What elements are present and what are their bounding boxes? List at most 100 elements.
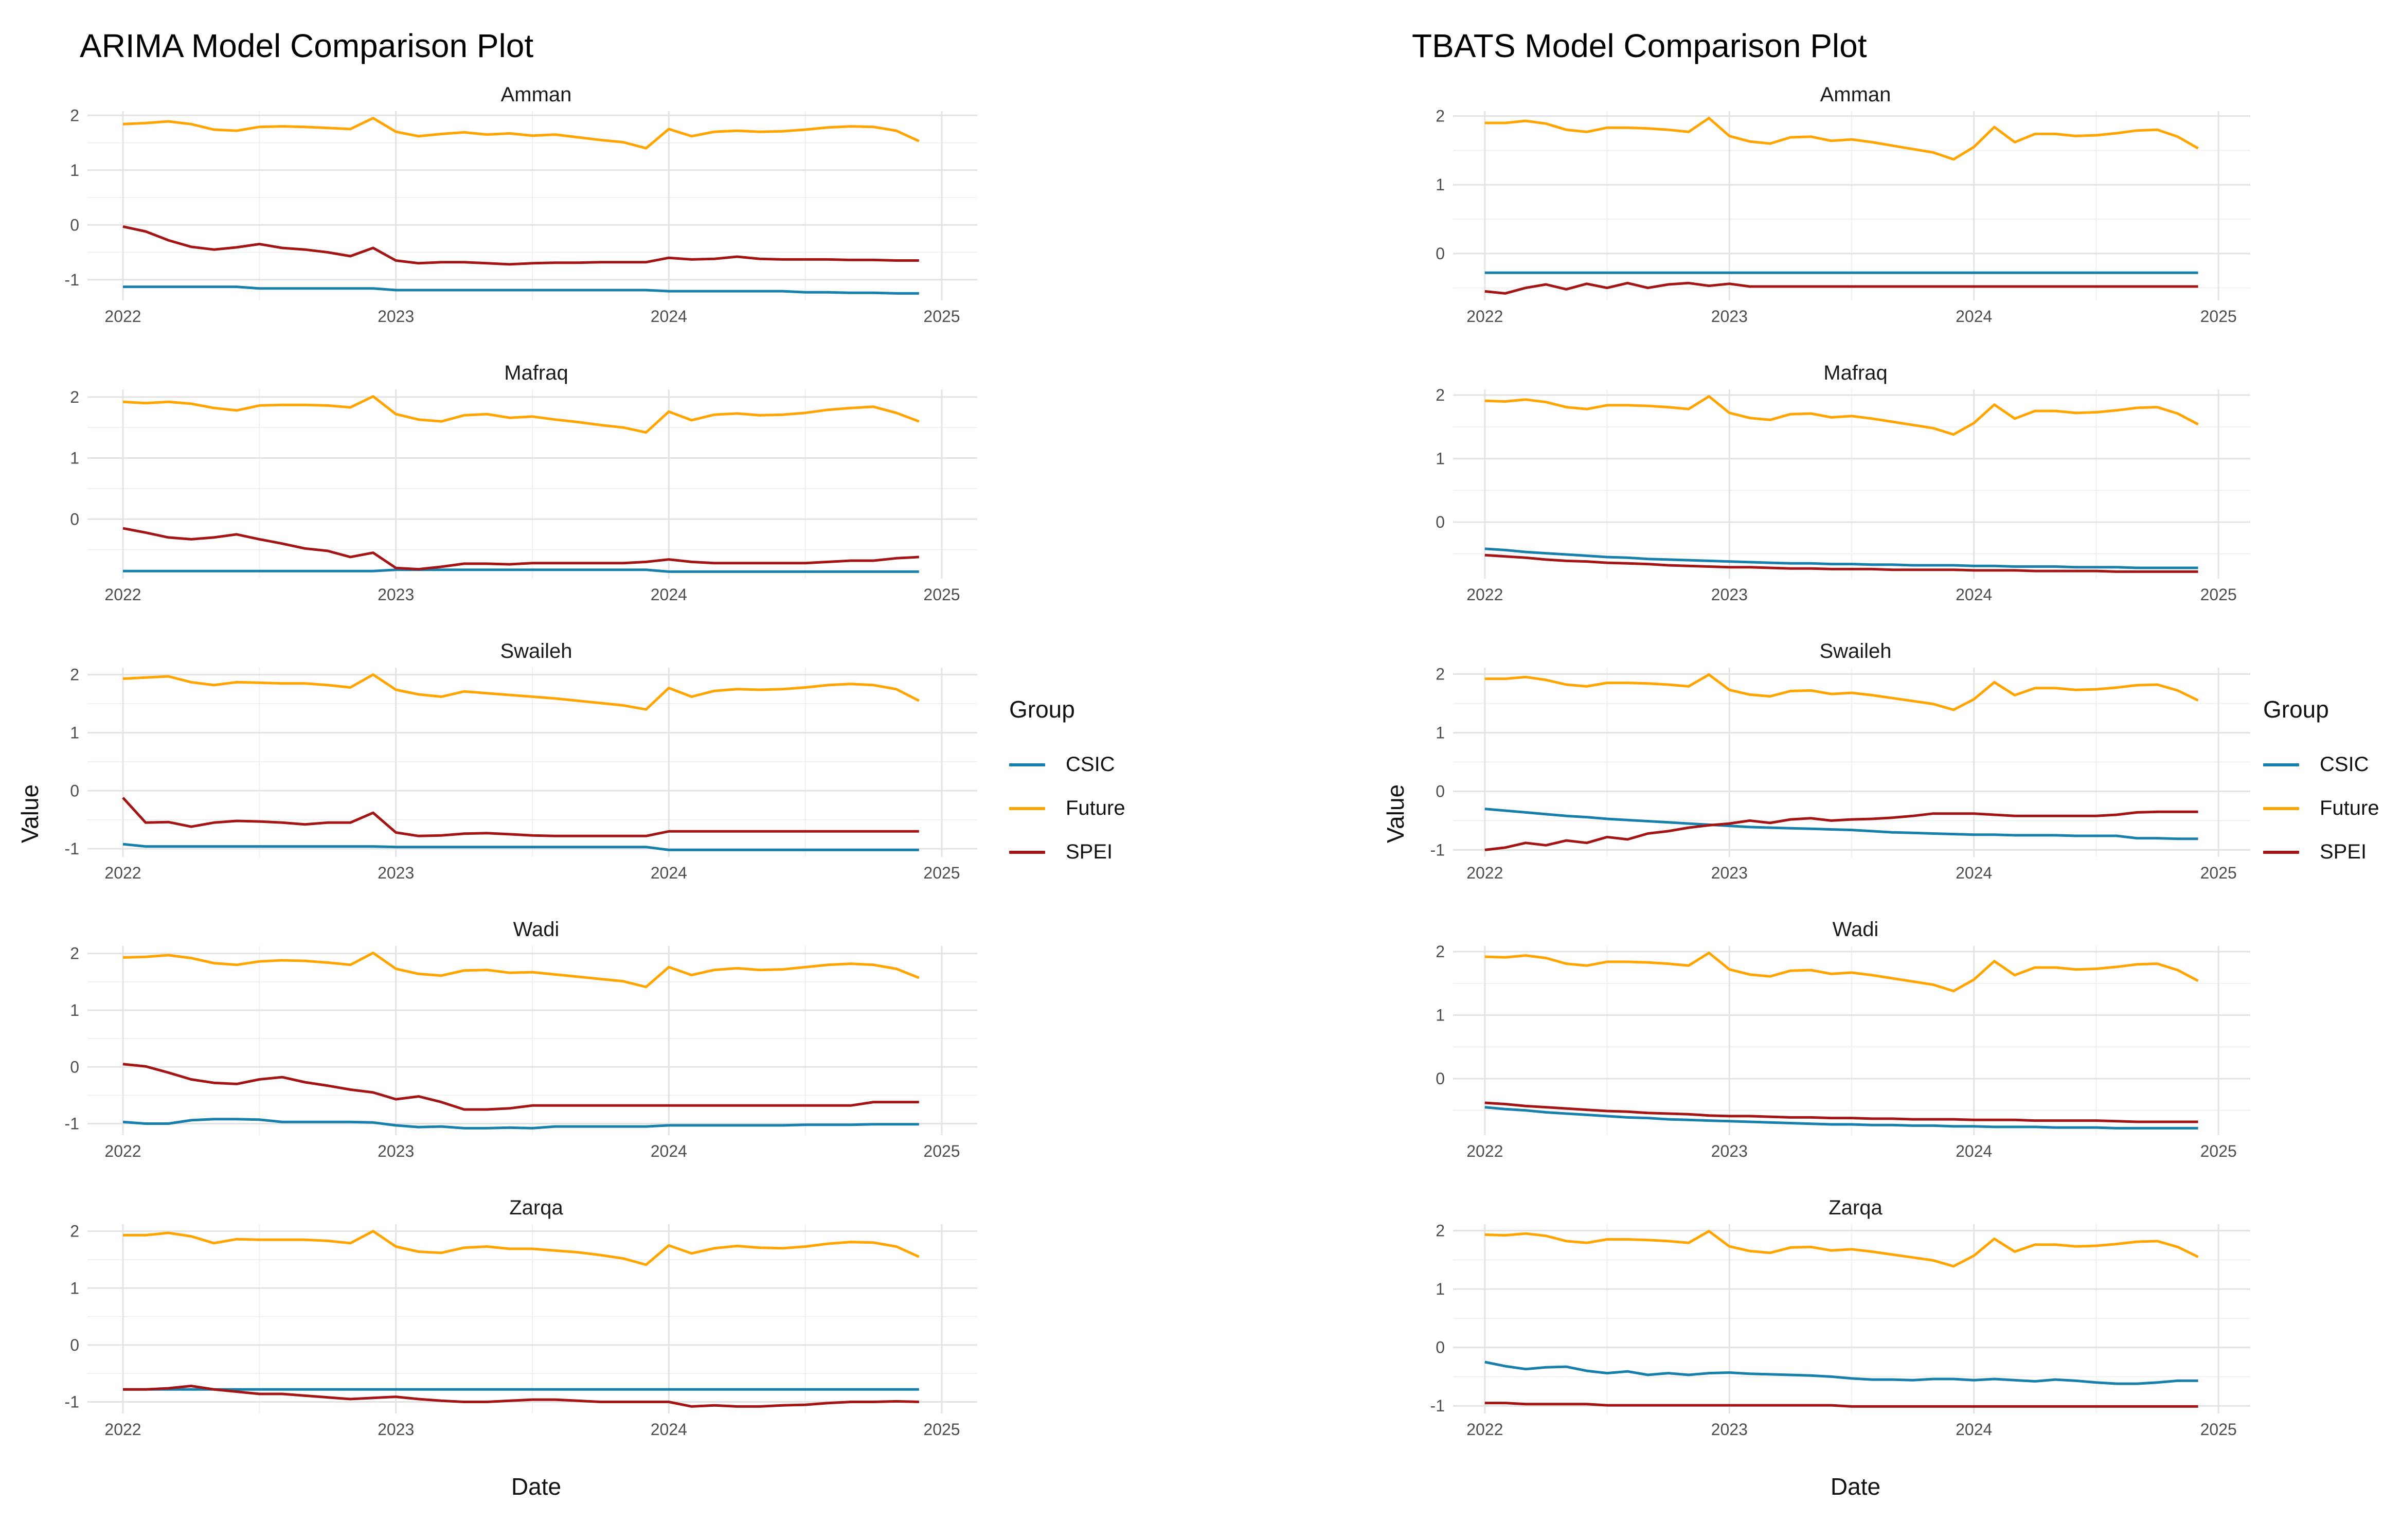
y-tick-label: 0 [1436, 513, 1445, 531]
legend-entry-label: CSIC [1066, 753, 1115, 776]
x-tick-label: 2022 [104, 864, 141, 882]
facet-title: Wadi [1832, 918, 1879, 941]
x-tick-label: 2025 [923, 307, 960, 326]
x-tick-labels: 2022 2023 2024 2025 [104, 1420, 960, 1439]
y-tick-label: 0 [70, 510, 79, 528]
x-tick-label: 2023 [378, 864, 414, 882]
x-tick-label: 2024 [651, 864, 687, 882]
facet-wadi: Wadi 0 1 2 2022 2023 2024 2025 [1409, 916, 2268, 1165]
spei-line-key-icon [1009, 850, 1045, 854]
y-tick-label: 2 [70, 108, 79, 124]
facet-mafraq: Mafraq 0 1 2 2022 2023 2024 2025 [44, 360, 990, 608]
series-line-csic [1484, 1106, 2198, 1130]
x-tick-label: 2025 [923, 1142, 960, 1160]
series-line-spei [122, 1063, 919, 1111]
facet-chart-swaileh: -1 0 1 2 2022 2023 2024 2025 [1430, 665, 2250, 882]
y-tick-label: 1 [1436, 723, 1445, 742]
y-tick-label: 0 [70, 1058, 79, 1076]
legend-entry-label: CSIC [2320, 753, 2369, 776]
x-tick-labels: 2022 2023 2024 2025 [1466, 864, 2237, 882]
x-tick-label: 2023 [1711, 1142, 1748, 1160]
facet-title: Wadi [513, 918, 560, 941]
legend-title: Group [1009, 696, 1075, 723]
series-line-csic [122, 1118, 919, 1130]
facet-zarqa: Zarqa -1 0 1 2 2022 2023 2024 2025 [44, 1194, 990, 1443]
x-tick-label: 2022 [1466, 307, 1503, 326]
y-tick-label: 2 [1436, 108, 1445, 126]
legend-entry-label: Future [2320, 797, 2379, 819]
x-tick-label: 2022 [104, 585, 141, 604]
series-line-future [1484, 1230, 2199, 1268]
x-tick-label: 2025 [2200, 1420, 2237, 1439]
legend-entry-csic: CSIC [1009, 743, 1179, 786]
x-tick-label: 2024 [1956, 1142, 1992, 1160]
x-tick-label: 2023 [1711, 864, 1748, 882]
x-tick-label: 2022 [104, 1420, 141, 1439]
y-tick-label: -1 [65, 271, 79, 289]
x-tick-label: 2025 [923, 585, 960, 604]
facet-chart-zarqa: -1 0 1 2 2022 2023 2024 2025 [65, 1222, 977, 1439]
facet-wadi: Wadi -1 0 1 2 2022 2023 2024 2025 [44, 916, 990, 1165]
y-tick-label: -1 [65, 1393, 79, 1411]
x-tick-labels: 2022 2023 2024 2025 [1466, 585, 2237, 604]
series-line-spei [122, 225, 919, 266]
legend-group: Group CSIC Future SPEI [1009, 695, 1179, 874]
series-line-spei [1484, 1101, 2198, 1123]
grid-minor [87, 389, 977, 579]
grid-minor [1453, 389, 2250, 579]
arima-plot-title: ARIMA Model Comparison Plot [80, 27, 534, 64]
facet-chart-swaileh: -1 0 1 2 2022 2023 2024 2025 [65, 666, 977, 882]
arima-facet-stack: Amman -1 0 1 2 2022 2023 2024 2025 Mafraq 0 1 2 2022 2… [44, 81, 990, 1443]
series-line-csic [1484, 1360, 2198, 1385]
y-tick-labels: 0 1 2 [1436, 943, 1445, 1088]
y-tick-label: 2 [1436, 665, 1445, 683]
csic-line-key-icon [2263, 763, 2299, 766]
y-tick-labels: 0 1 2 [1436, 386, 1445, 531]
series-line-csic [1484, 547, 2198, 569]
grid-minor [87, 1224, 977, 1413]
facet-title: Swaileh [500, 640, 572, 662]
series-line-csic [123, 285, 919, 295]
series-line-future [122, 117, 920, 150]
legend-entry-future: Future [1009, 786, 1179, 830]
grid-minor [1453, 946, 2250, 1135]
series-line-future [1484, 395, 2199, 436]
x-tick-labels: 2022 2023 2024 2025 [104, 307, 960, 326]
arima-plot-column: Amman -1 0 1 2 2022 2023 2024 2025 Mafraq 0 1 2 2022 2… [44, 81, 990, 1500]
y-tick-labels: 0 1 2 [1436, 108, 1445, 263]
x-tick-label: 2022 [1466, 864, 1503, 882]
y-tick-label: 2 [70, 1222, 79, 1241]
legend-entry-label: SPEI [1066, 840, 1113, 863]
series-line-spei [123, 1385, 919, 1408]
y-axis-title-value: Value [1382, 784, 1409, 844]
x-tick-label: 2024 [651, 307, 687, 326]
y-tick-labels: -1 0 1 2 [1430, 1221, 1445, 1415]
x-tick-label: 2024 [1956, 864, 1992, 882]
series-line-future [1484, 673, 2199, 711]
series-line-spei [1484, 1402, 2198, 1408]
x-tick-labels: 2022 2023 2024 2025 [1466, 307, 2237, 326]
y-tick-label: 0 [70, 216, 79, 234]
series-line-future [1484, 117, 2199, 161]
y-tick-labels: -1 0 1 2 [1430, 665, 1445, 859]
future-line-key-icon [2263, 807, 2299, 810]
series-line-spei [1484, 810, 2198, 851]
tbats-facet-stack: Amman 0 1 2 2022 2023 2024 2025 Mafraq 0 1 2 2022 202… [1409, 81, 2268, 1443]
facet-amman: Amman 0 1 2 2022 2023 2024 2025 [1409, 81, 2268, 330]
x-tick-labels: 2022 2023 2024 2025 [1466, 1420, 2237, 1439]
grid-major [1453, 389, 2250, 579]
x-tick-labels: 2022 2023 2024 2025 [1466, 1142, 2237, 1160]
tbats-plot-column: Amman 0 1 2 2022 2023 2024 2025 Mafraq 0 1 2 2022 202… [1409, 81, 2268, 1500]
y-tick-labels: -1 0 1 2 [65, 108, 79, 289]
x-tick-label: 2025 [2200, 1142, 2237, 1160]
series-line-future [123, 1230, 920, 1266]
x-tick-label: 2024 [651, 585, 687, 604]
x-tick-label: 2023 [378, 307, 414, 326]
facet-title: Swaileh [1819, 640, 1892, 662]
facet-chart-amman: 0 1 2 2022 2023 2024 2025 [1436, 108, 2250, 326]
series-line-csic [123, 568, 919, 573]
facet-chart-zarqa: -1 0 1 2 2022 2023 2024 2025 [1430, 1221, 2250, 1439]
facet-amman: Amman -1 0 1 2 2022 2023 2024 2025 [44, 81, 990, 330]
y-axis-title-value: Value [16, 784, 43, 844]
